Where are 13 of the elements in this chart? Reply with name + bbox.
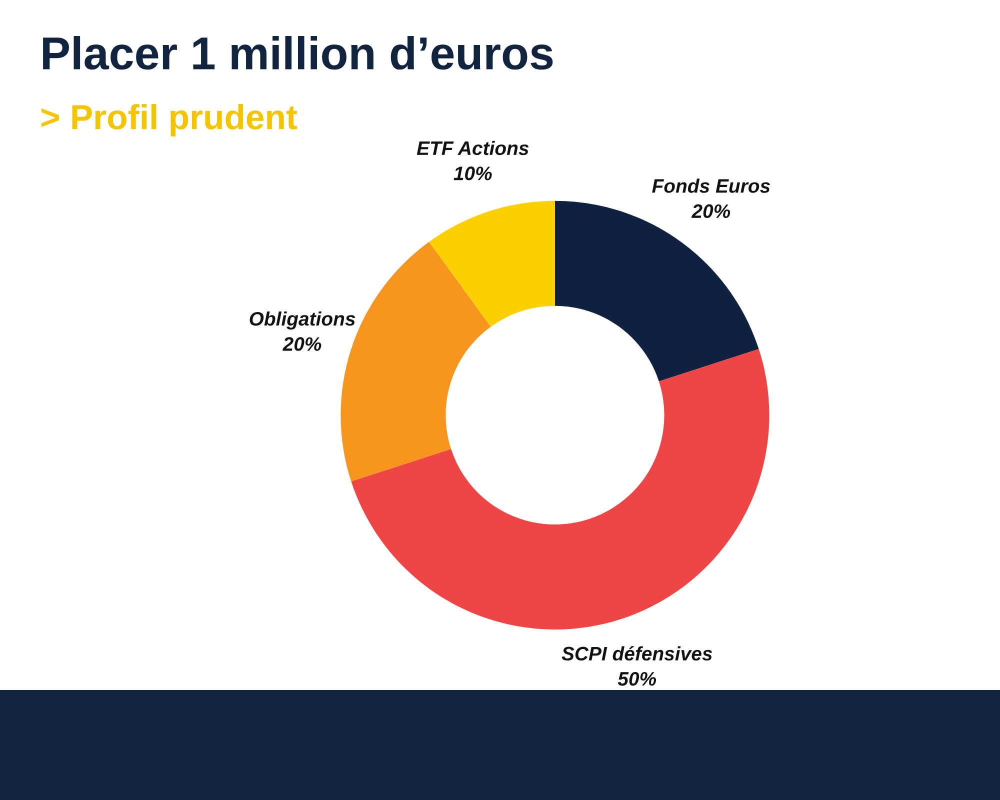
slice-label: ETF Actions [416,140,529,156]
data-label: 10% [454,166,492,180]
data-label: 20% [282,337,322,351]
donut-slice [351,348,770,630]
slice-label: SCPI défensives [562,646,712,661]
slice-label: Fonds Euros [652,178,770,193]
data-label: 50% [618,672,656,686]
donut-slice [555,200,759,382]
data-label: 20% [691,204,730,218]
chart-subtitle: > Profil prudent [41,104,298,136]
donut-slice [429,200,555,327]
slice-label: Obligations [250,311,356,330]
chart-title: Placer 1 million d’euros [43,36,553,70]
